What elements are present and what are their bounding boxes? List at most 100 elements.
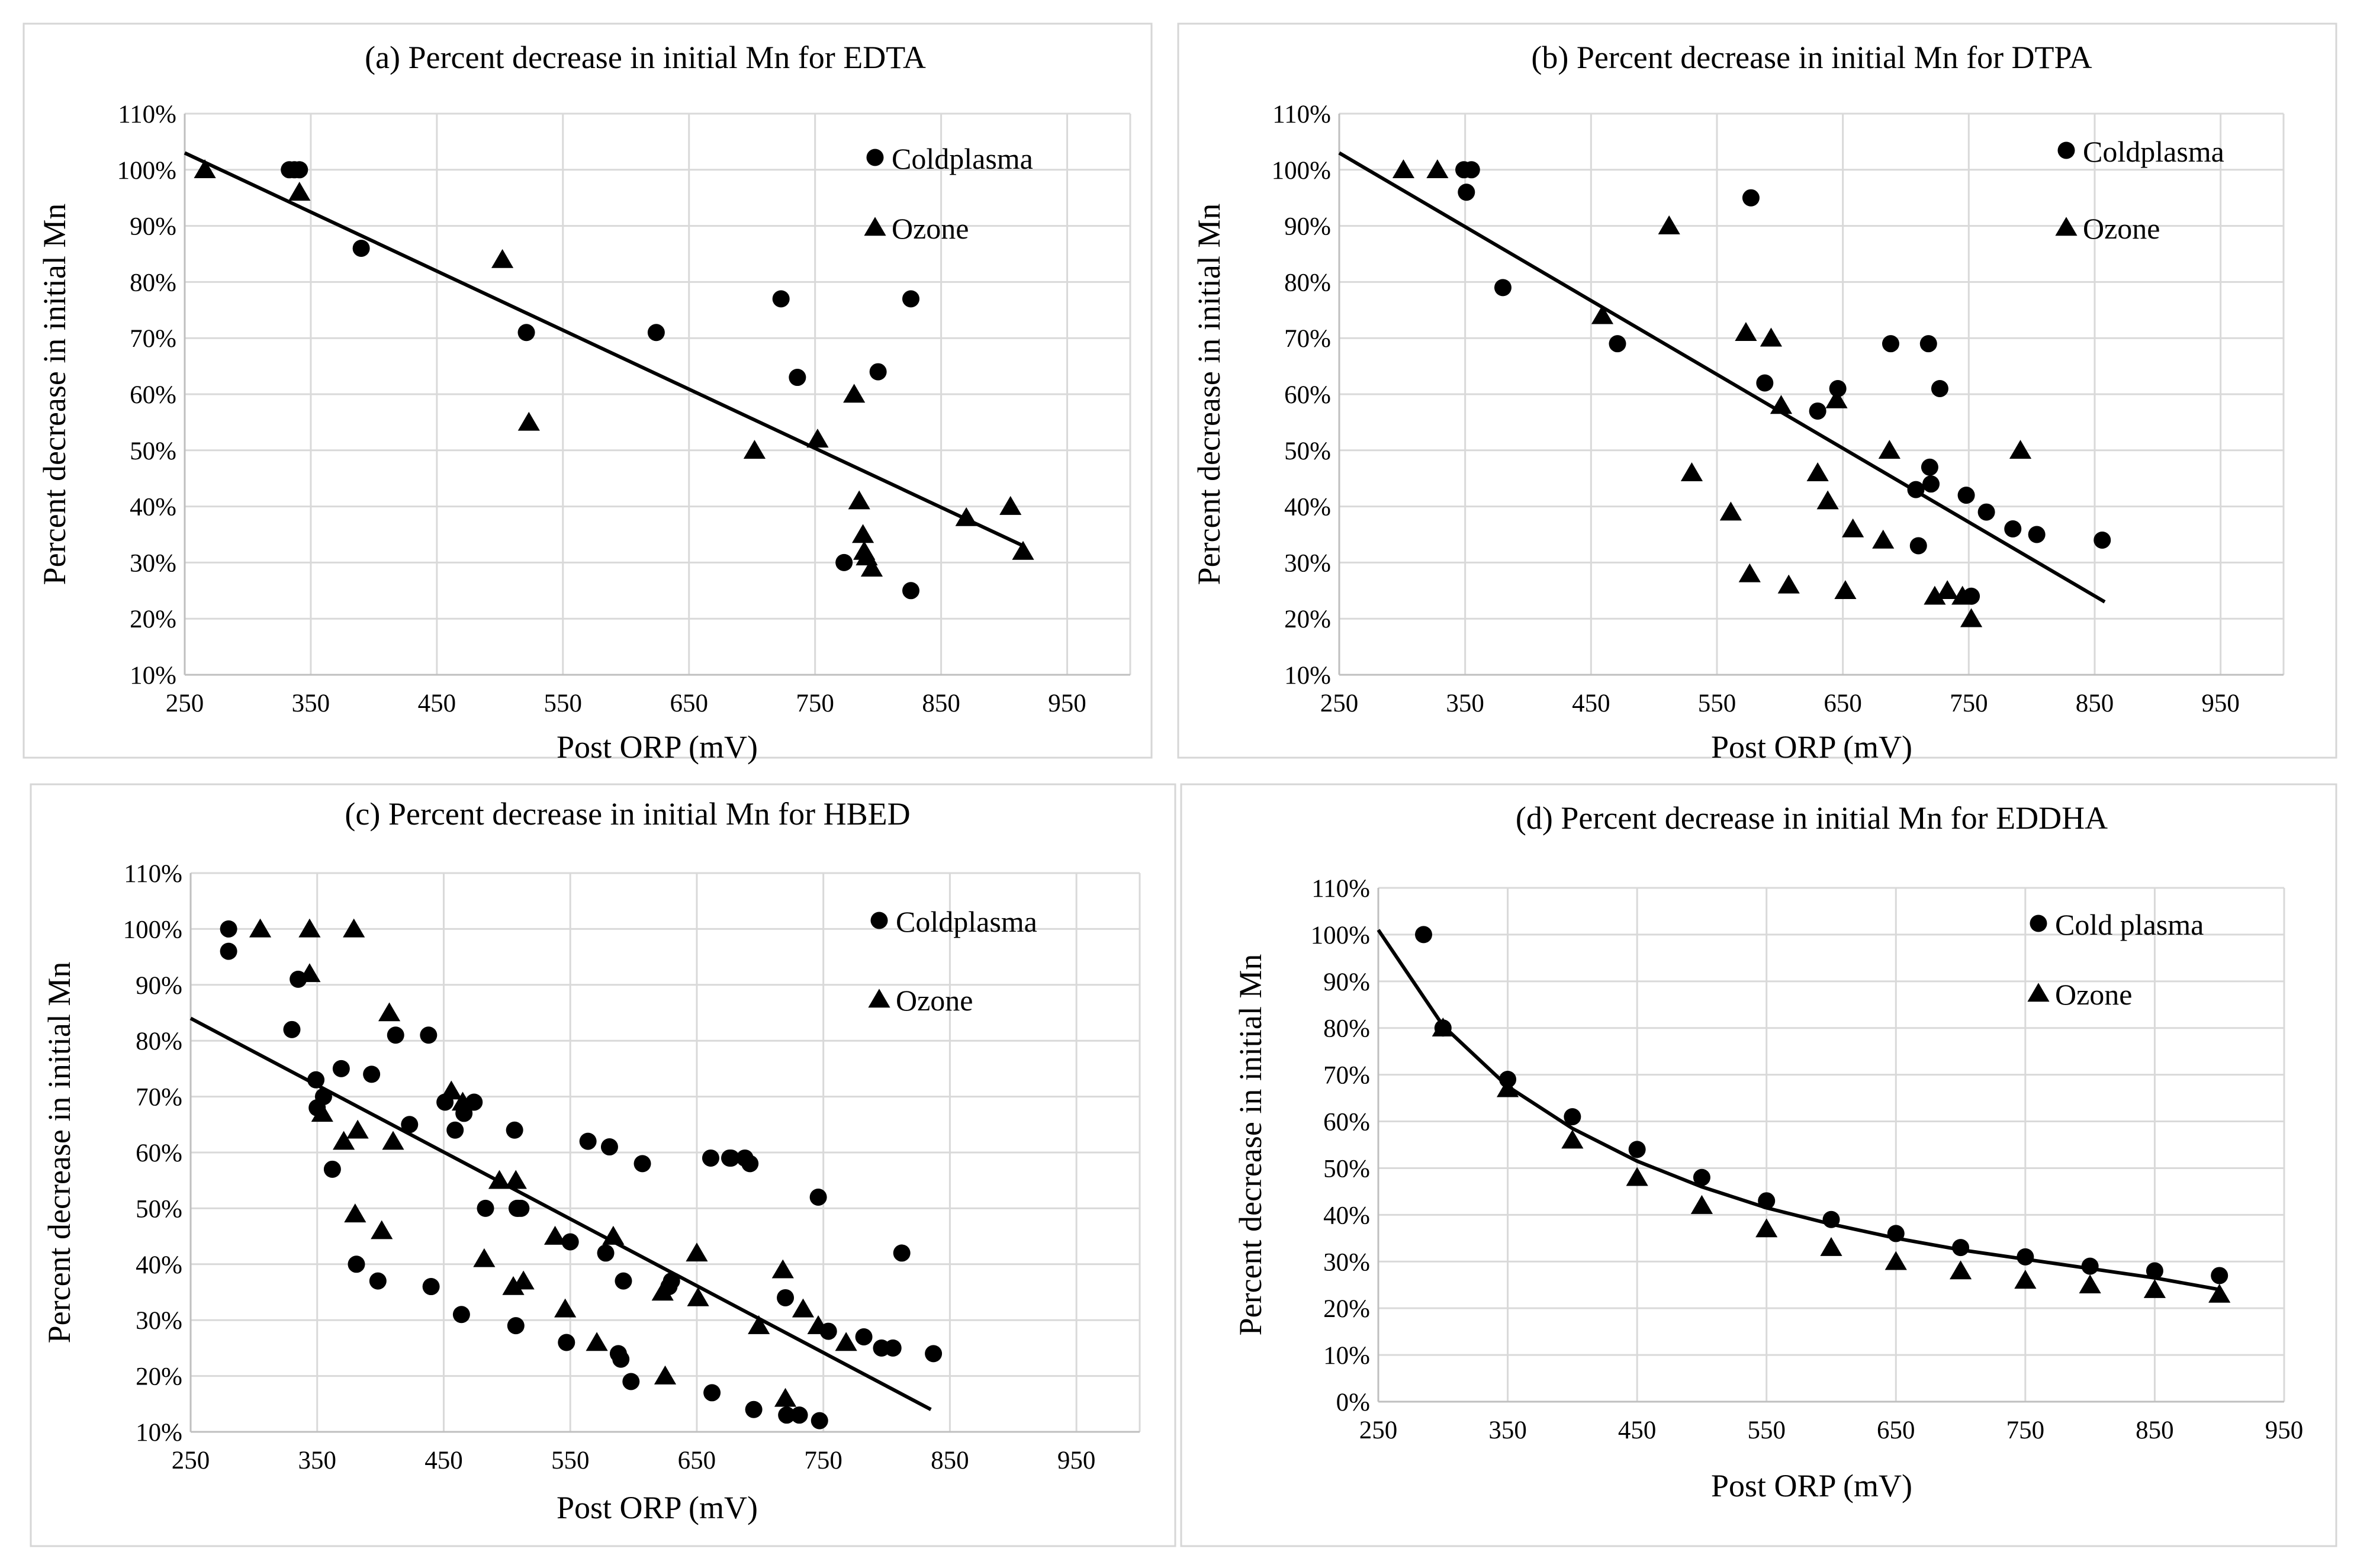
- coldplasma-point: [1978, 504, 1995, 521]
- x-tick-label: 650: [1877, 1416, 1915, 1444]
- y-tick-label: 80%: [136, 1028, 182, 1055]
- x-tick-label: 450: [425, 1447, 463, 1474]
- legend-label-ozone: Ozone: [896, 984, 973, 1017]
- y-axis-title: Percent decrease in initial Mn: [1191, 204, 1227, 585]
- coldplasma-point: [324, 1161, 341, 1178]
- x-axis-title: Post ORP (mV): [557, 729, 758, 765]
- y-axis-title: Percent decrease in initial Mn: [41, 962, 77, 1344]
- x-tick-label: 850: [922, 690, 960, 717]
- coldplasma-point: [2017, 1248, 2034, 1266]
- x-axis-title: Post ORP (mV): [1711, 1468, 1912, 1503]
- coldplasma-point: [811, 1412, 828, 1429]
- x-tick-label: 450: [418, 690, 456, 717]
- panel-frame: [24, 24, 1152, 758]
- panel-c: 10%20%30%40%50%60%70%80%90%100%110%250 35…: [31, 784, 1175, 1546]
- y-tick-label: 30%: [1323, 1248, 1370, 1276]
- coldplasma-point: [791, 1406, 808, 1424]
- y-tick-label: 70%: [1284, 325, 1331, 353]
- y-tick-label: 20%: [130, 606, 176, 633]
- coldplasma-point: [1921, 459, 1938, 476]
- x-tick-label: 450: [1572, 690, 1610, 717]
- x-tick-label: 550: [551, 1447, 590, 1474]
- y-tick-label: 90%: [136, 972, 182, 1000]
- y-tick-label: 90%: [130, 213, 176, 241]
- coldplasma-point: [446, 1122, 464, 1139]
- coldplasma-point: [703, 1384, 721, 1401]
- coldplasma-point: [902, 582, 919, 599]
- y-tick-label: 10%: [136, 1419, 182, 1447]
- coldplasma-point: [353, 240, 370, 257]
- x-tick-label: 650: [678, 1447, 716, 1474]
- coldplasma-point: [423, 1278, 440, 1295]
- coldplasma-point: [333, 1060, 350, 1077]
- coldplasma-point: [220, 943, 237, 960]
- y-tick-label: 80%: [130, 269, 176, 297]
- y-tick-label: 50%: [1323, 1155, 1370, 1183]
- y-tick-label: 20%: [136, 1363, 182, 1391]
- x-tick-label: 250: [1320, 690, 1359, 717]
- coldplasma-point: [601, 1138, 618, 1155]
- coldplasma-point: [741, 1155, 758, 1172]
- y-axis-title: Percent decrease in initial Mn: [37, 204, 72, 585]
- coldplasma-point: [622, 1373, 639, 1390]
- y-tick-label: 100%: [1272, 157, 1331, 185]
- x-tick-label: 750: [804, 1447, 842, 1474]
- y-tick-label: 40%: [136, 1251, 182, 1279]
- y-tick-label: 10%: [130, 662, 176, 690]
- y-tick-label: 100%: [123, 916, 182, 944]
- legend-label-ozone: Ozone: [2083, 212, 2160, 245]
- y-tick-label: 10%: [1323, 1342, 1370, 1370]
- legend-circle-marker: [2030, 915, 2047, 932]
- coldplasma-point: [1922, 475, 1940, 492]
- coldplasma-point: [2028, 526, 2046, 543]
- coldplasma-point: [401, 1116, 418, 1133]
- y-tick-label: 50%: [136, 1195, 182, 1223]
- coldplasma-point: [369, 1273, 387, 1290]
- coldplasma-point: [387, 1026, 404, 1044]
- coldplasma-point: [856, 1328, 873, 1345]
- y-tick-label: 50%: [1284, 437, 1331, 465]
- y-tick-label: 110%: [118, 101, 176, 128]
- panel-a: 10%20%30%40%50%60%70%80%90%100%110%250 35…: [24, 24, 1152, 765]
- coldplasma-point: [612, 1351, 629, 1368]
- coldplasma-point: [1823, 1211, 1840, 1228]
- coldplasma-point: [835, 554, 853, 571]
- y-tick-label: 100%: [1311, 922, 1370, 949]
- coldplasma-point: [1629, 1141, 1646, 1158]
- legend-label-coldplasma: Cold plasma: [2055, 908, 2204, 941]
- coldplasma-point: [518, 324, 535, 341]
- x-tick-label: 650: [670, 690, 708, 717]
- x-tick-label: 950: [2265, 1416, 2304, 1444]
- legend-label-coldplasma: Coldplasma: [2083, 135, 2224, 168]
- y-tick-label: 10%: [1284, 662, 1331, 690]
- coldplasma-point: [885, 1340, 902, 1357]
- x-tick-label: 850: [2076, 690, 2114, 717]
- y-axis-title: Percent decrease in initial Mn: [1233, 954, 1268, 1336]
- y-tick-label: 80%: [1284, 269, 1331, 297]
- coldplasma-point: [512, 1200, 529, 1217]
- coldplasma-point: [925, 1345, 942, 1362]
- coldplasma-point: [1494, 279, 1512, 296]
- coldplasma-point: [348, 1255, 365, 1273]
- panel-frame: [1178, 24, 2336, 758]
- y-tick-label: 60%: [1323, 1109, 1370, 1136]
- x-tick-label: 350: [1488, 1416, 1527, 1444]
- x-tick-label: 450: [1618, 1416, 1657, 1444]
- coldplasma-point: [453, 1306, 470, 1323]
- coldplasma-point: [893, 1244, 911, 1261]
- x-tick-label: 250: [166, 690, 204, 717]
- coldplasma-point: [1809, 403, 1826, 420]
- x-tick-label: 250: [172, 1447, 210, 1474]
- y-tick-label: 110%: [124, 860, 182, 888]
- y-tick-label: 50%: [130, 437, 176, 465]
- coldplasma-point: [307, 1071, 324, 1089]
- coldplasma-point: [2082, 1258, 2099, 1275]
- coldplasma-point: [1910, 537, 1927, 554]
- coldplasma-point: [648, 324, 665, 341]
- coldplasma-point: [2211, 1267, 2228, 1284]
- y-tick-label: 60%: [130, 381, 176, 409]
- y-tick-label: 60%: [1284, 381, 1331, 409]
- coldplasma-point: [777, 1289, 794, 1306]
- x-tick-label: 750: [796, 690, 834, 717]
- y-tick-label: 40%: [1323, 1202, 1370, 1229]
